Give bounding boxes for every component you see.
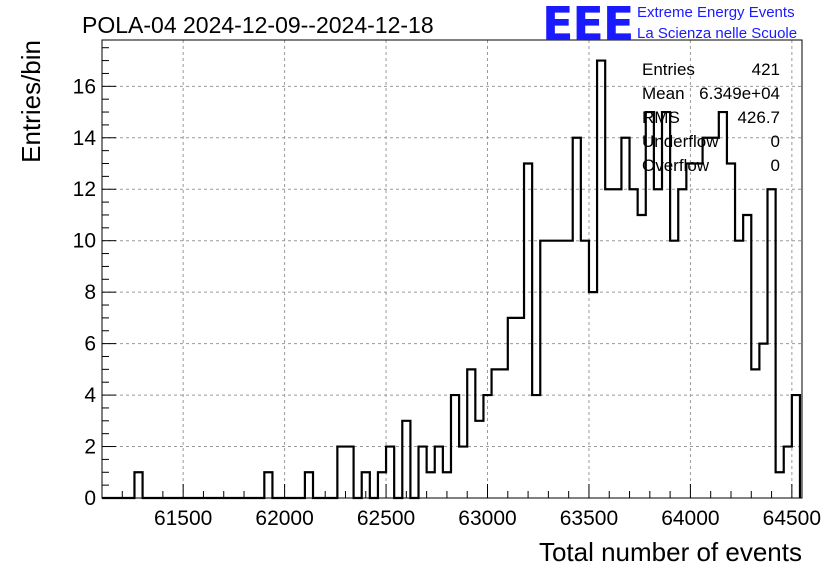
histogram-bin (597, 61, 605, 498)
x-tick-label: 61500 (154, 507, 212, 530)
histogram-bin (540, 241, 548, 498)
histogram-bin (524, 164, 532, 498)
histogram-bin (784, 447, 792, 498)
y-tick-label: 8 (84, 281, 96, 304)
logo-subtitle-line1: Extreme Energy Events (637, 4, 795, 21)
histogram-bin (573, 138, 581, 498)
stat-label-underflow: Underflow (642, 132, 719, 151)
histogram-bin (402, 421, 410, 498)
stat-label-rms: RMS (642, 108, 680, 127)
histogram-bin (581, 241, 589, 498)
histogram-bin (419, 447, 427, 498)
histogram-bin (337, 447, 345, 498)
stat-label-overflow: Overflow (642, 156, 710, 175)
histogram-bin (500, 369, 508, 498)
stat-value-underflow: 0 (770, 132, 780, 151)
y-tick-label: 4 (84, 384, 96, 407)
histogram-outline (102, 59, 802, 500)
histogram-bin (378, 472, 386, 498)
histogram-bin (621, 138, 629, 498)
x-tick-label: 64500 (763, 507, 821, 530)
y-tick-label: 6 (84, 333, 96, 356)
histogram-bin (345, 447, 353, 498)
stat-label-mean: Mean (642, 84, 685, 103)
histogram-bin (670, 241, 678, 498)
histogram-bin (264, 472, 272, 498)
histogram-bin (556, 241, 564, 498)
histogram-bin (548, 241, 556, 498)
histogram-bin (711, 138, 719, 498)
x-tick-label: 62500 (357, 507, 415, 530)
y-tick-label: 10 (73, 230, 96, 253)
histogram-bin (427, 472, 435, 498)
stat-value-entries: 421 (751, 60, 780, 79)
logo-subtitle-line2: La Scienza nelle Scuole (637, 25, 798, 42)
plot-frame (101, 39, 803, 499)
y-tick-label: 2 (84, 436, 96, 459)
histogram-bin (727, 164, 735, 498)
y-tick-label: 12 (73, 178, 96, 201)
x-tick-label: 62000 (255, 507, 313, 530)
x-tick-label: 64000 (661, 507, 719, 530)
histogram-bin (638, 215, 646, 498)
histogram-bin (459, 447, 467, 498)
histogram-bin (735, 241, 743, 498)
histogram-bin (508, 318, 516, 498)
histogram-bin (516, 318, 524, 498)
stat-label-entries: Entries (642, 60, 695, 79)
eee-logo: EEE (542, 0, 634, 51)
histogram-bin (386, 447, 394, 498)
histogram-bin (435, 447, 443, 498)
histogram-bin (134, 472, 142, 498)
x-tick-label: 63500 (560, 507, 618, 530)
chart-title: POLA-04 2024-12-09--2024-12-18 (82, 12, 434, 38)
histogram-bin (565, 241, 573, 498)
y-tick-label: 0 (84, 487, 96, 510)
histogram-bin (475, 421, 483, 498)
x-tick-label: 63000 (458, 507, 516, 530)
histogram-bin (743, 215, 751, 498)
stat-value-mean: 6.349e+04 (699, 84, 780, 103)
histogram-bin (776, 472, 784, 498)
y-tick-label: 14 (73, 127, 97, 150)
y-axis-label: Entries/bin (16, 40, 46, 163)
y-tick-label: 16 (73, 75, 96, 98)
histogram-bin (305, 472, 313, 498)
x-axis-label: Total number of events (539, 537, 802, 567)
histogram-bin (492, 369, 500, 498)
histogram-bin (694, 164, 702, 498)
histogram-bin (703, 138, 711, 498)
stat-value-rms: 426.7 (737, 108, 780, 127)
histogram-bin (719, 112, 727, 498)
histogram-bin (467, 369, 475, 498)
stat-value-overflow: 0 (770, 156, 780, 175)
histogram-bin (759, 344, 767, 498)
histogram-bin (751, 369, 759, 498)
